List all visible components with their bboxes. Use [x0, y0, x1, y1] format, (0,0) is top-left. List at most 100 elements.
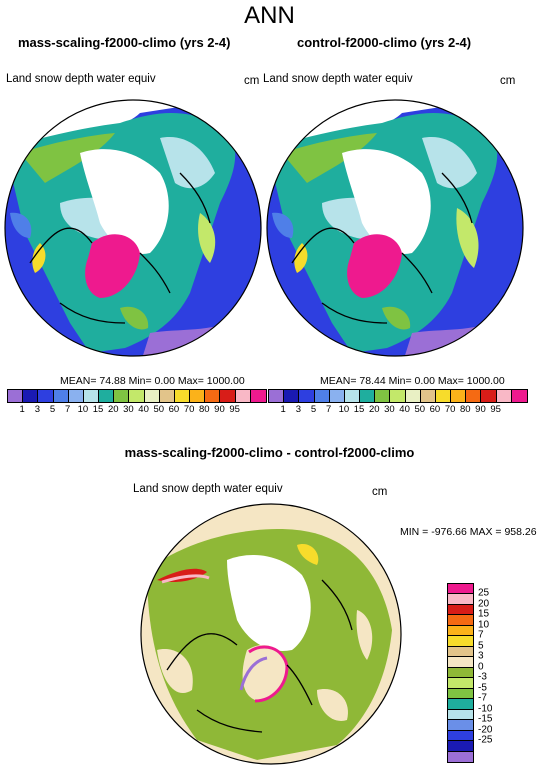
- colorbar-tick-label: 90: [214, 404, 225, 415]
- colorbar-swatch: [448, 636, 473, 647]
- colorbar-swatch: [448, 657, 473, 668]
- colorbar-swatch: [511, 390, 527, 402]
- colorbar-tick-label: 80: [198, 404, 210, 415]
- right-stats: MEAN= 78.44 Min= 0.00 Max= 1000.00: [320, 375, 505, 387]
- colorbar-swatch: [448, 584, 473, 595]
- colorbar-tick-label: 30: [384, 404, 395, 415]
- colorbar-swatch: [390, 390, 406, 402]
- colorbar-swatch: [284, 390, 300, 402]
- colorbar-swatch: [448, 615, 473, 626]
- colorbar-swatch: [190, 390, 206, 402]
- colorbar-swatch: [448, 678, 473, 689]
- colorbar-swatch: [99, 390, 115, 402]
- colorbar-tick-label: -10: [478, 703, 493, 715]
- colorbar-tick-label: 50: [414, 404, 426, 415]
- colorbar-swatch: [205, 390, 221, 402]
- colorbar-tick-label: -7: [478, 692, 487, 704]
- colorbar-tick-label: -20: [478, 724, 493, 736]
- colorbar-swatch: [448, 594, 473, 605]
- colorbar-tick-label: 25: [478, 587, 490, 599]
- colorbar-tick-label: -3: [478, 671, 487, 683]
- right-variable-label: Land snow depth water equiv: [263, 73, 413, 85]
- diff-stats: MIN = -976.66 MAX = 958.26: [400, 526, 537, 538]
- colorbar-swatch: [314, 390, 330, 402]
- colorbar-tick-label: 80: [459, 404, 471, 415]
- colorbar-swatch: [38, 390, 54, 402]
- colorbar-tick-label: -15: [478, 713, 493, 725]
- diff-variable-label: Land snow depth water equiv: [133, 483, 283, 495]
- colorbar-swatch: [466, 390, 482, 402]
- colorbar-swatch: [451, 390, 467, 402]
- colorbar-swatch: [435, 390, 452, 402]
- colorbar-swatch: [53, 390, 69, 402]
- colorbar-swatch: [114, 390, 130, 402]
- colorbar-tick-label: 10: [77, 404, 89, 415]
- colorbar-tick-label: 15: [478, 608, 490, 620]
- colorbar-swatch: [448, 646, 473, 658]
- colorbar-swatch: [448, 730, 473, 742]
- colorbar-tick-label: 60: [168, 404, 180, 415]
- colorbar-swatch: [329, 390, 345, 402]
- colorbar-tick-label: 20: [478, 598, 490, 610]
- colorbar-swatch: [159, 390, 175, 402]
- colorbar-tick-label: 40: [138, 404, 149, 415]
- colorbar-swatch: [448, 625, 473, 637]
- colorbar-tick-label: 30: [123, 404, 134, 415]
- colorbar-tick-label: 50: [153, 404, 165, 415]
- colorbar-swatch: [360, 390, 376, 402]
- colorbar-tick-label: 3: [478, 650, 484, 662]
- colorbar-tick-label: 1: [19, 404, 25, 415]
- diff-colorbar-ticks: 25 20 15 10 7 5 3 0 -3 -5 -7 -10 -15 -20 -25: [478, 583, 518, 761]
- colorbar-tick-label: 60: [429, 404, 441, 415]
- colorbar-tick-label: 95: [229, 404, 240, 415]
- colorbar-swatch: [448, 720, 473, 731]
- colorbar-tick-label: 7: [326, 404, 332, 415]
- colorbar-swatch: [83, 390, 100, 402]
- diff-polar-map: [140, 503, 402, 765]
- colorbar-tick-label: 10: [338, 404, 350, 415]
- colorbar-swatch: [220, 390, 236, 402]
- colorbar-tick-label: 70: [183, 404, 195, 415]
- main-title: ANN: [244, 2, 295, 29]
- colorbar-tick-label: 20: [368, 404, 380, 415]
- colorbar-swatch: [496, 390, 512, 402]
- left-stats: MEAN= 74.88 Min= 0.00 Max= 1000.00: [60, 375, 245, 387]
- colorbar-tick-label: 0: [478, 661, 484, 673]
- colorbar-tick-label: 90: [475, 404, 486, 415]
- colorbar-swatch: [344, 390, 361, 402]
- colorbar-tick-label: 15: [92, 404, 104, 415]
- colorbar-tick-label: 5: [478, 640, 484, 652]
- colorbar-swatch: [448, 741, 473, 752]
- colorbar-tick-label: 20: [107, 404, 119, 415]
- colorbar-swatch: [448, 604, 473, 616]
- colorbar-swatch: [174, 390, 191, 402]
- left-colorbar: [7, 389, 267, 403]
- colorbar-tick-label: -25: [478, 734, 493, 746]
- right-colorbar: [268, 389, 528, 403]
- diff-colorbar: [447, 583, 474, 763]
- colorbar-swatch: [448, 751, 473, 762]
- right-colorbar-ticks: 1 3 5 7 10 15 20 30 40 50 60 70 80 90 95: [268, 404, 526, 416]
- colorbar-tick-label: 3: [295, 404, 301, 415]
- colorbar-swatch: [129, 390, 145, 402]
- colorbar-tick-label: 1: [280, 404, 286, 415]
- colorbar-swatch: [420, 390, 436, 402]
- colorbar-swatch: [448, 699, 473, 710]
- colorbar-tick-label: 40: [399, 404, 410, 415]
- left-colorbar-ticks: 1 3 5 7 10 15 20 30 40 50 60 70 80 90 95: [7, 404, 265, 416]
- colorbar-tick-label: 3: [34, 404, 40, 415]
- colorbar-tick-label: 15: [353, 404, 365, 415]
- colorbar-swatch: [23, 390, 39, 402]
- colorbar-swatch: [481, 390, 497, 402]
- colorbar-swatch: [448, 688, 473, 700]
- left-variable-label: Land snow depth water equiv: [6, 73, 156, 85]
- colorbar-tick-label: -5: [478, 682, 487, 694]
- colorbar-swatch: [144, 390, 160, 402]
- colorbar-swatch: [405, 390, 421, 402]
- colorbar-swatch: [250, 390, 266, 402]
- right-polar-map: [266, 99, 524, 357]
- colorbar-tick-label: 5: [310, 404, 317, 415]
- left-units-label: cm: [244, 75, 260, 87]
- diff-units-label: cm: [372, 486, 388, 498]
- colorbar-swatch: [448, 709, 473, 721]
